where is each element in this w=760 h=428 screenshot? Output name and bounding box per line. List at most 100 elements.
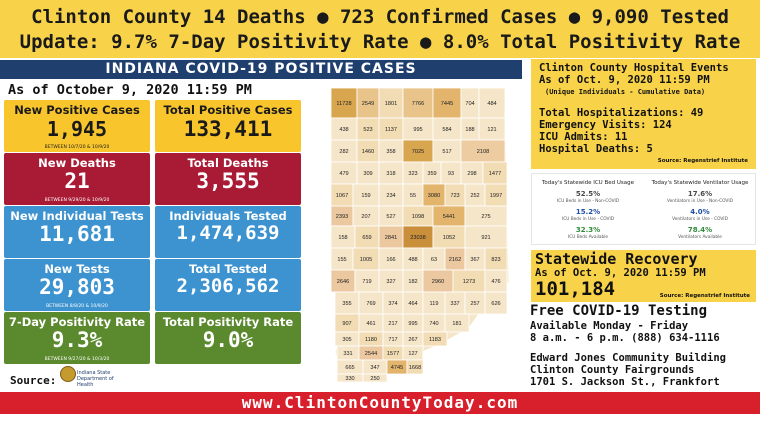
county-case-count: 323 <box>408 171 417 177</box>
county-case-count: 2544 <box>365 351 377 357</box>
testing-title: Free COVID-19 Testing <box>530 303 708 319</box>
individuals-tested-card: Individuals Tested 1,474,639 <box>155 206 301 258</box>
logo-text-line-2: Department of Health <box>77 376 114 388</box>
county-case-count: 461 <box>366 321 375 327</box>
county-case-count: 7445 <box>441 101 453 107</box>
county-case-count: 479 <box>339 171 348 177</box>
county-case-count: 63 <box>431 257 437 263</box>
icu-available-pct: 32.3% <box>575 226 601 234</box>
county-case-count: 55 <box>410 193 416 199</box>
logo-text-line-1: Indiana State <box>77 370 111 376</box>
county-case-count: 181 <box>452 321 461 327</box>
card-label: Total Tested <box>189 262 267 276</box>
county-case-count: 252 <box>470 193 479 199</box>
emergency-visits: Emergency Visits: 124 <box>539 119 672 131</box>
county-case-count: 166 <box>386 257 395 263</box>
county-case-count: 217 <box>388 321 397 327</box>
website-footer-link[interactable]: www.ClintonCountyToday.com <box>0 392 760 414</box>
county-map-svg: 11728 2549 1801 7766 7445 704 484 438 523 1137 995… <box>330 87 510 383</box>
card-value: 1,474,639 <box>176 222 280 244</box>
county-case-count: 823 <box>491 257 500 263</box>
county-case-count: 7025 <box>412 149 424 155</box>
indiana-county-map: 11728 2549 1801 7766 7445 704 484 438 523 1137 995… <box>323 82 523 383</box>
card-value: 9.0% <box>202 328 254 352</box>
hospital-subtitle: (Unique Individuals - Cumulative Data) <box>545 88 706 96</box>
new-individual-tests-card: New Individual Tests 11,681 <box>4 206 150 258</box>
county-case-count: 1477 <box>489 171 501 177</box>
county-case-count: 2162 <box>449 257 461 263</box>
county-case-count: 367 <box>470 257 479 263</box>
county-case-count: 5441 <box>443 214 455 220</box>
county-shape <box>444 313 470 333</box>
county-case-count: 527 <box>386 214 395 220</box>
card-label: New Positive Cases <box>14 103 140 117</box>
top-banner: Clinton County 14 Deaths ● 723 Confirmed… <box>0 0 760 58</box>
county-case-count: 330 <box>345 376 354 382</box>
county-case-count: 476 <box>491 279 500 285</box>
county-case-count: 1577 <box>387 351 399 357</box>
county-case-count: 438 <box>339 127 348 133</box>
county-case-count: 159 <box>361 193 370 199</box>
card-label: 7-Day Positivity Rate <box>8 315 146 329</box>
total-hospitalizations: Total Hospitalizations: 49 <box>539 107 704 119</box>
card-label: Individuals Tested <box>169 209 287 223</box>
testing-venue: Edward Jones Community Building <box>530 352 726 364</box>
county-case-count: 1183 <box>429 337 441 343</box>
new-tests-card: New Tests 29,803 BETWEEN 8/8/20 & 10/9/2… <box>4 259 150 311</box>
card-label: Total Positive Cases <box>163 103 293 117</box>
county-case-count: 921 <box>481 235 490 241</box>
county-shape <box>484 291 508 315</box>
county-case-count: 1005 <box>360 257 372 263</box>
card-label: New Individual Tests <box>10 209 144 223</box>
county-case-count: 659 <box>362 235 371 241</box>
vent-usage-title: Today's Statewide Ventilator Usage <box>651 180 749 186</box>
county-case-count: 267 <box>408 337 417 343</box>
county-case-count: 119 <box>430 301 439 307</box>
new-positive-cases-card: New Positive Cases 1,945 BETWEEN 10/7/20… <box>4 100 150 152</box>
county-case-count: 318 <box>386 171 395 177</box>
icu-non-covid-pct: 52.5% <box>575 190 601 198</box>
county-case-count: 282 <box>339 149 348 155</box>
county-case-count: 717 <box>388 337 397 343</box>
card-note: BETWEEN 9/29/20 & 10/9/20 <box>44 198 110 203</box>
county-case-count: 704 <box>465 101 474 107</box>
county-case-count: 358 <box>386 149 395 155</box>
county-case-count: 257 <box>470 301 479 307</box>
vent-covid-desc: Ventilators in Use - COVID <box>672 217 728 222</box>
county-case-count: 121 <box>487 127 496 133</box>
page-title: INDIANA COVID-19 POSITIVE CASES <box>0 60 522 79</box>
county-case-count: 517 <box>442 149 451 155</box>
county-shape <box>406 359 424 375</box>
icu-covid-desc: ICU Beds in Use - COVID <box>561 217 615 222</box>
card-value: 21 <box>64 169 90 193</box>
county-case-count: 665 <box>345 365 354 371</box>
county-case-count: 488 <box>408 257 417 263</box>
county-case-count: 337 <box>450 301 459 307</box>
county-case-count: 2393 <box>336 214 348 220</box>
total-positivity-card: Total Positivity Rate 9.0% <box>155 312 301 364</box>
county-case-count: 584 <box>442 127 451 133</box>
testing-address: 1701 S. Jackson St., Frankfort <box>530 376 720 388</box>
card-note: BETWEEN 8/8/20 & 10/9/20 <box>46 304 108 309</box>
county-case-count: 2646 <box>337 279 349 285</box>
county-case-count: 907 <box>342 321 351 327</box>
county-case-count: 1668 <box>409 365 421 371</box>
county-case-count: 2841 <box>385 235 397 241</box>
county-case-count: 355 <box>342 301 351 307</box>
icu-non-covid-desc: ICU Beds in Use - Non-COVID <box>556 199 620 204</box>
icu-covid-pct: 15.2% <box>575 208 601 216</box>
county-case-count: 995 <box>413 127 422 133</box>
county-case-count: 182 <box>408 279 417 285</box>
county-case-count: 769 <box>366 301 375 307</box>
vent-non-covid-desc: Ventilators in Use - Non-COVID <box>667 199 733 204</box>
county-case-count: 7766 <box>412 101 424 107</box>
county-case-count: 327 <box>386 279 395 285</box>
hospital-as-of: As of Oct. 9, 2020 11:59 PM <box>539 74 710 86</box>
county-case-count: 234 <box>386 193 395 199</box>
county-case-count: 740 <box>429 321 438 327</box>
county-case-count: 1052 <box>443 235 455 241</box>
county-case-count: 275 <box>481 214 490 220</box>
testing-hours-phone: 8 a.m. - 6 p.m. (888) 634-1116 <box>530 332 720 344</box>
testing-days: Available Monday - Friday <box>530 320 689 332</box>
county-case-count: 207 <box>361 214 370 220</box>
